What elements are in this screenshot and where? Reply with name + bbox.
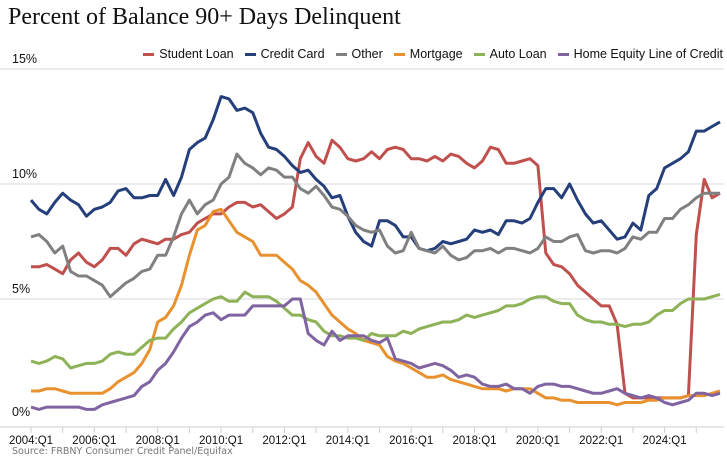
- legend-swatch: [244, 52, 256, 56]
- legend-label: Credit Card: [260, 47, 325, 61]
- legend-label: Other: [351, 47, 383, 61]
- x-tick-label: 2004:Q1: [9, 435, 53, 447]
- series-line-student-loan: [31, 138, 721, 400]
- legend-label: Home Equity Line of Credit: [573, 47, 723, 61]
- legend-label: Mortgage: [409, 47, 463, 61]
- legend-item-auto-loan: Auto Loan: [473, 47, 547, 61]
- legend-swatch: [335, 52, 347, 56]
- y-tick-label: 0%: [12, 405, 30, 419]
- x-tick-label: 2010:Q1: [199, 435, 243, 447]
- legend-item-other: Other: [335, 47, 383, 61]
- x-axis: 2004:Q1 2006:Q1 2008:Q1 2010:Q1 2012:Q1 2014:…: [0, 426, 724, 447]
- x-tick-label: 2008:Q1: [136, 435, 180, 447]
- y-tick-label: 10%: [12, 167, 37, 181]
- series-line-home-equity-line-of-credit: [30, 297, 721, 411]
- legend-label: Student Loan: [159, 47, 234, 61]
- series-line-auto-loan: [30, 290, 721, 370]
- legend-label: Auto Loan: [489, 47, 547, 61]
- y-tick-label: 15%: [12, 52, 37, 66]
- legend-swatch: [557, 52, 569, 56]
- series-line-other: [30, 152, 720, 299]
- chart-title: Percent of Balance 90+ Days Delinquent: [8, 4, 401, 30]
- x-tick-label: 2016:Q1: [389, 435, 433, 447]
- x-tick-label: 2020:Q1: [516, 435, 560, 447]
- source-note: Source: FRBNY Consumer Credit Panel/Equi…: [12, 446, 233, 457]
- x-tick-label: 2022:Q1: [579, 435, 623, 447]
- legend-item-student-loan: Student Loan: [143, 47, 234, 61]
- legend-item-credit-card: Credit Card: [244, 47, 325, 61]
- series-line-credit-card: [29, 95, 721, 253]
- x-tick-label: 2014:Q1: [326, 435, 370, 447]
- y-axis: 0% 5% 10% 15%: [12, 52, 37, 419]
- legend-swatch: [393, 52, 405, 56]
- x-tick-label: 2018:Q1: [452, 435, 496, 447]
- legend-swatch: [143, 52, 155, 56]
- gridlines: [0, 68, 724, 300]
- legend-swatch: [473, 52, 485, 56]
- legend: Student Loan Credit Card Other Mortgage …: [143, 47, 723, 61]
- legend-item-heloc: Home Equity Line of Credit: [557, 47, 723, 61]
- x-tick-label: 2024:Q1: [643, 435, 687, 447]
- x-tick-label: 2012:Q1: [262, 435, 306, 447]
- series-lines: [29, 95, 721, 411]
- series-line-mortgage: [31, 207, 721, 407]
- y-tick-label: 5%: [12, 282, 30, 296]
- legend-item-mortgage: Mortgage: [393, 47, 463, 61]
- x-tick-label: 2006:Q1: [72, 435, 116, 447]
